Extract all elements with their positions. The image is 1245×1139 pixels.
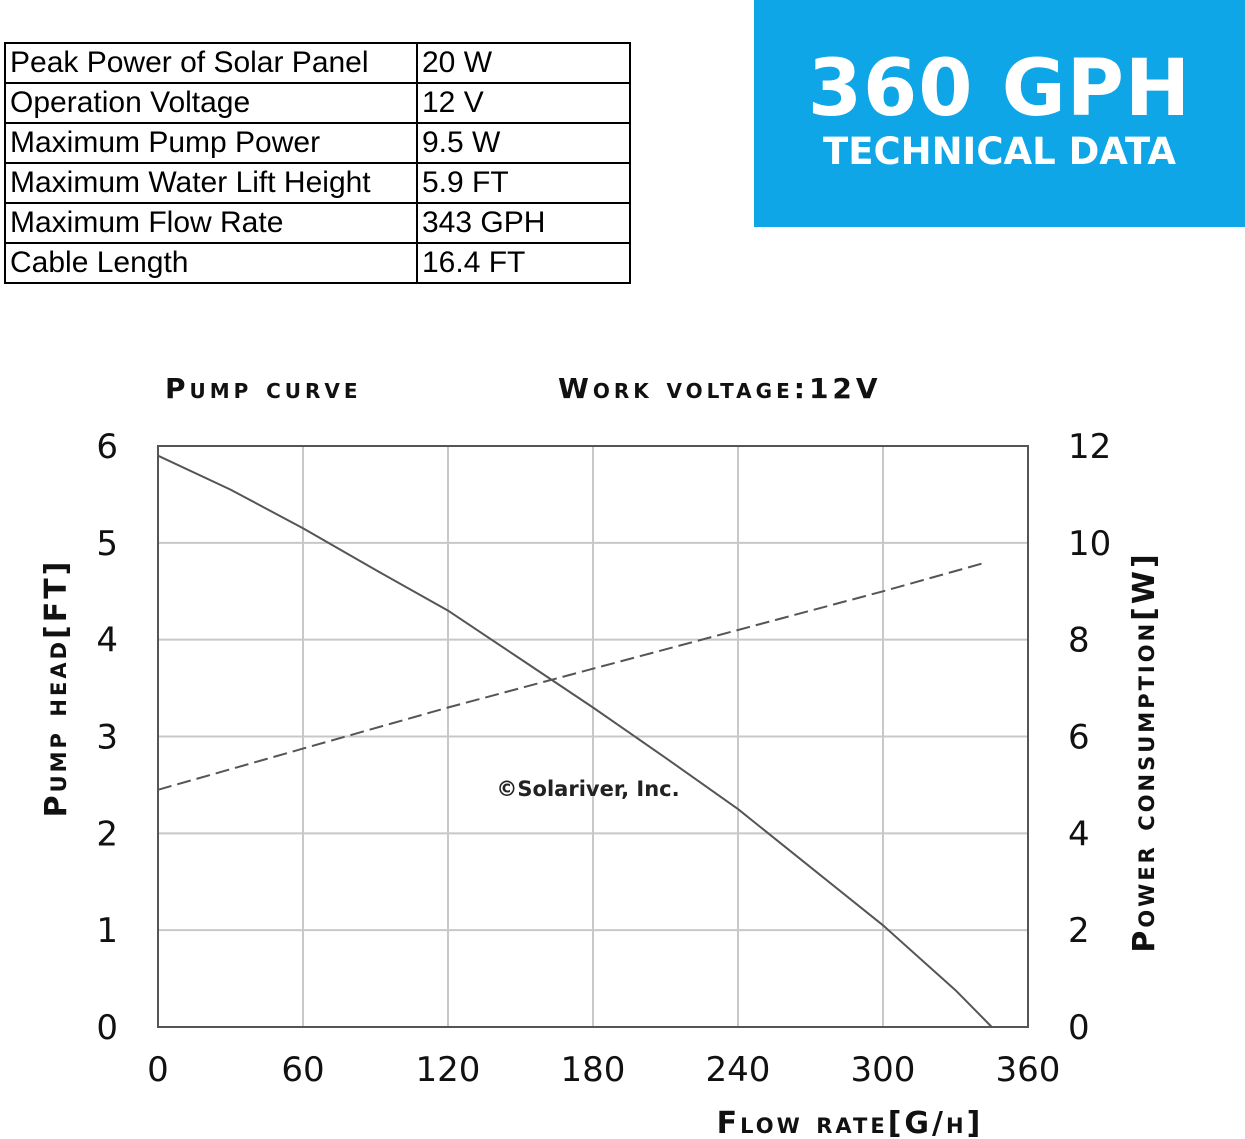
spec-value: 343 GPH bbox=[416, 202, 631, 244]
chart-series bbox=[157, 454, 993, 1028]
y-tick-label: 0 bbox=[96, 1008, 118, 1048]
x-tick-label: 300 bbox=[851, 1050, 916, 1090]
x-tick-label: 120 bbox=[416, 1050, 481, 1090]
spec-row: Cable Length 16.4 FT bbox=[4, 242, 631, 284]
x-tick-label: 240 bbox=[706, 1050, 771, 1090]
y-tick-label: 3 bbox=[96, 718, 118, 758]
spec-value: 16.4 FT bbox=[416, 242, 631, 284]
spec-label: Cable Length bbox=[4, 242, 418, 284]
y2-tick-label: 8 bbox=[1068, 621, 1090, 661]
y2-tick-label: 4 bbox=[1068, 814, 1090, 854]
x-tick-label: 0 bbox=[147, 1050, 169, 1090]
spec-row: Operation Voltage 12 V bbox=[4, 82, 631, 124]
x-tick-label: 360 bbox=[996, 1050, 1061, 1090]
spec-label: Peak Power of Solar Panel bbox=[4, 42, 418, 84]
x-axis-title: Flow rate[G/h] bbox=[717, 1106, 984, 1139]
y2-tick-label: 0 bbox=[1068, 1008, 1090, 1048]
y-axis-title: Pump head[FT] bbox=[39, 559, 74, 818]
chart-grid bbox=[158, 446, 1028, 1027]
power-consumption-line bbox=[157, 561, 988, 791]
x-tick-label: 180 bbox=[561, 1050, 626, 1090]
y2-tick-label: 6 bbox=[1068, 718, 1090, 758]
spec-value: 9.5 W bbox=[416, 122, 631, 164]
spec-row: Maximum Pump Power 9.5 W bbox=[4, 122, 631, 164]
spec-label: Maximum Pump Power bbox=[4, 122, 418, 164]
spec-row: Peak Power of Solar Panel 20 W bbox=[4, 42, 631, 84]
y2-axis-title: Power consumption[W] bbox=[1127, 551, 1162, 952]
plot-frame bbox=[157, 445, 1029, 1028]
x-tick-label: 60 bbox=[281, 1050, 324, 1090]
y-tick-label: 6 bbox=[96, 427, 118, 467]
spec-row: Maximum Water Lift Height 5.9 FT bbox=[4, 162, 631, 204]
watermark: ©Solariver, Inc. bbox=[496, 777, 679, 801]
spec-label: Maximum Flow Rate bbox=[4, 202, 418, 244]
pump-curve-chart: Pump curve Work voltage:12V 0 60 120 180 240… bbox=[39, 372, 1162, 1139]
spec-table-body: Peak Power of Solar Panel 20 W Operation V… bbox=[4, 42, 631, 284]
y2-tick-label: 2 bbox=[1068, 911, 1090, 951]
spec-value: 20 W bbox=[416, 42, 631, 84]
pump-head-curve bbox=[157, 454, 993, 1028]
header-title: 360 GPH bbox=[807, 44, 1192, 134]
chart-subtitle: Work voltage:12V bbox=[558, 372, 882, 405]
y-tick-label: 4 bbox=[96, 621, 118, 661]
y-tick-label: 2 bbox=[96, 814, 118, 854]
spec-value: 5.9 FT bbox=[416, 162, 631, 204]
header-banner: 360 GPH TECHNICAL DATA bbox=[754, 0, 1245, 227]
y-tick-label: 1 bbox=[96, 911, 118, 951]
spec-value: 12 V bbox=[416, 82, 631, 124]
y2-tick-label: 12 bbox=[1068, 427, 1111, 467]
spec-label: Operation Voltage bbox=[4, 82, 418, 124]
spec-row: Maximum Flow Rate 343 GPH bbox=[4, 202, 631, 244]
chart-title: Pump curve bbox=[165, 372, 362, 405]
spec-table: Peak Power of Solar Panel 20 W Operation V… bbox=[4, 42, 631, 284]
y2-tick-label: 10 bbox=[1068, 524, 1111, 564]
spec-label: Maximum Water Lift Height bbox=[4, 162, 418, 204]
y-tick-label: 5 bbox=[96, 524, 118, 564]
header-subtitle: TECHNICAL DATA bbox=[822, 130, 1177, 173]
